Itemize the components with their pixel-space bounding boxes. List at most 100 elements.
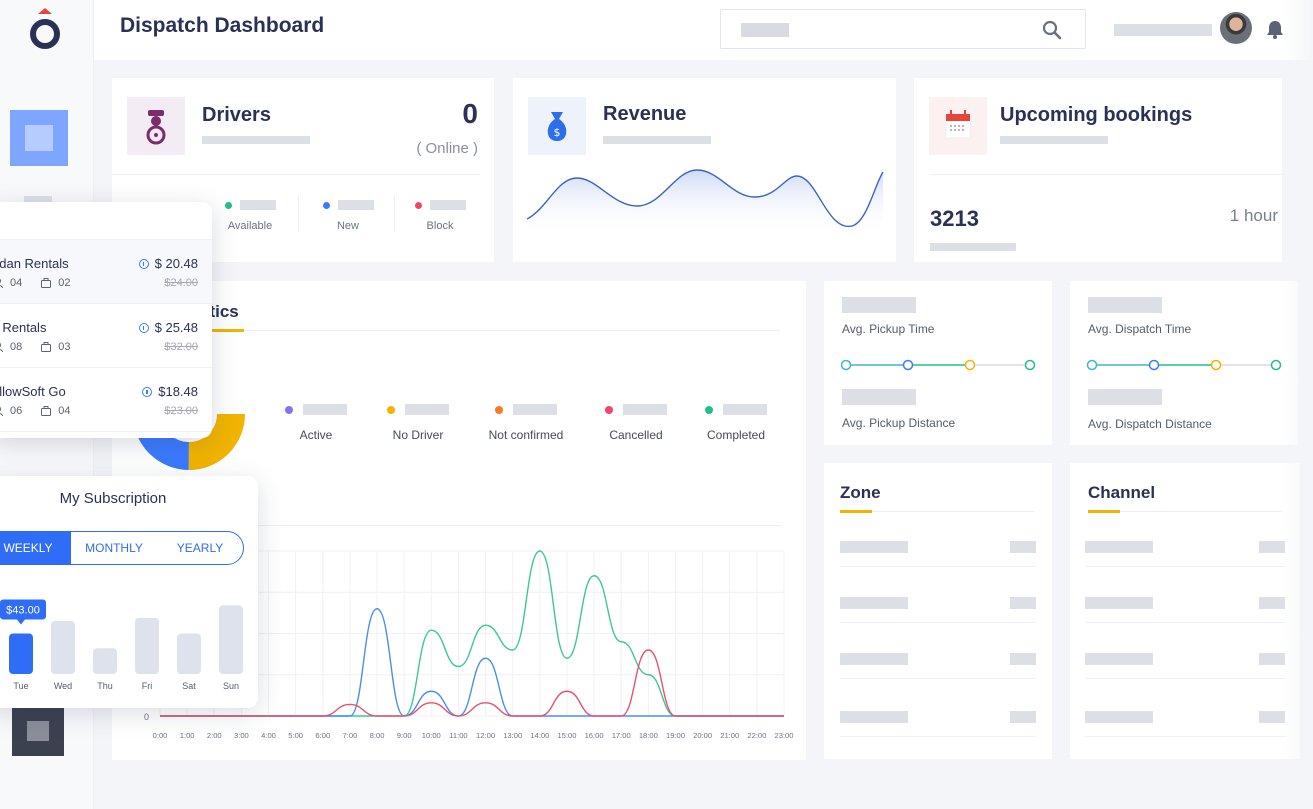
subscription-bar[interactable] — [9, 633, 33, 674]
legend-completed[interactable]: Completed — [686, 404, 786, 442]
legend-not-confirmed[interactable]: Not confirmed — [476, 404, 576, 442]
list-item[interactable] — [840, 583, 1036, 623]
price-value: $18.48 — [158, 384, 198, 399]
bookings-count-label — [930, 243, 1016, 251]
driver-status-available[interactable]: Available — [210, 200, 290, 232]
zone-count — [1010, 711, 1036, 723]
bell-icon[interactable] — [1264, 18, 1286, 40]
rental-row[interactable]: edan Rentals 04 02 $ 20.48 $24.00 — [0, 240, 212, 304]
subscription-bar[interactable] — [93, 648, 117, 674]
status-value — [239, 200, 276, 210]
rental-old-price: $24.00 — [164, 277, 198, 289]
list-item[interactable] — [840, 527, 1036, 567]
drivers-count: 0 — [462, 98, 478, 129]
svg-text:$: $ — [554, 126, 561, 139]
tab-weekly[interactable]: WEEKLY — [0, 532, 71, 564]
revenue-subtitle — [603, 136, 711, 144]
list-item[interactable] — [1085, 527, 1285, 567]
tab-yearly[interactable]: YEARLY — [176, 541, 224, 555]
price-value: $ 20.48 — [154, 256, 198, 271]
day-label: Sun — [223, 681, 239, 691]
bookings-count: 3213 — [930, 206, 979, 231]
legend-no-driver[interactable]: No Driver — [368, 404, 468, 442]
search-icon[interactable] — [1041, 19, 1063, 41]
x-tick-label: 6:00 — [315, 731, 330, 740]
channel-name — [1085, 653, 1153, 665]
title-underline — [840, 510, 872, 513]
avatar[interactable] — [1220, 12, 1252, 44]
subscription-bar[interactable] — [219, 605, 243, 674]
zone-count — [1010, 653, 1036, 665]
rental-old-price: $32.00 — [164, 341, 198, 353]
x-tick-label: 17:00 — [612, 731, 631, 740]
pickup-time-value — [842, 297, 916, 313]
subscription-bar[interactable] — [51, 620, 75, 674]
rental-row[interactable]: L Rentals 08 03 $ 25.48 $32.00 — [0, 304, 212, 368]
status-dot — [414, 201, 422, 209]
dispatch-time-label: Avg. Dispatch Time — [1088, 322, 1192, 336]
subscription-bar[interactable] — [135, 617, 159, 674]
dispatch-distance-value — [1088, 389, 1162, 405]
user-name[interactable] — [1114, 24, 1212, 36]
status-label: Block — [426, 220, 454, 232]
rental-price: $ 25.48 — [138, 320, 198, 335]
legend-value — [303, 404, 347, 415]
pickup-progress-track — [840, 359, 1036, 371]
x-tick-label: 19:00 — [666, 731, 685, 740]
app-logo[interactable] — [20, 4, 70, 54]
channel-title: Channel — [1088, 483, 1156, 502]
zone-card: Zone — [824, 463, 1052, 759]
subscription-tabs: WEEKLY MONTHLY YEARLY — [0, 531, 244, 565]
driver-status-new[interactable]: New — [308, 200, 388, 232]
info-icon[interactable] — [142, 386, 153, 397]
search-input[interactable] — [720, 9, 1086, 49]
channel-count — [1259, 653, 1285, 665]
legend-cancelled[interactable]: Cancelled — [586, 404, 686, 442]
bookings-card[interactable]: Upcoming bookings 3213 1 hour — [914, 78, 1282, 262]
sidebar-item-dashboard[interactable] — [10, 110, 68, 166]
divider — [394, 196, 395, 232]
pickup-distance-label: Avg. Pickup Distance — [842, 416, 956, 430]
drivers-online-label: ( Online ) — [416, 140, 478, 157]
rental-name: ellowSoft Go — [0, 384, 66, 399]
page-title: Dispatch Dashboard — [120, 14, 325, 37]
sidebar-item-settings[interactable] — [12, 706, 64, 756]
legend-active[interactable]: Active — [266, 404, 366, 442]
list-item[interactable] — [1085, 583, 1285, 623]
x-tick-label: 0:00 — [153, 731, 168, 740]
divider — [242, 525, 782, 526]
rentals-popup: edan Rentals 04 02 $ 20.48 $24.00 L Rent… — [0, 202, 212, 438]
info-icon[interactable] — [138, 258, 149, 269]
revenue-card[interactable]: $ Revenue — [513, 78, 896, 262]
day-label: Wed — [54, 681, 72, 691]
info-icon[interactable] — [138, 322, 149, 333]
x-tick-label: 9:00 — [397, 731, 412, 740]
x-tick-label: 22:00 — [747, 731, 766, 740]
subscription-bar[interactable] — [177, 633, 201, 674]
list-item[interactable] — [840, 639, 1036, 679]
list-item[interactable] — [1085, 639, 1285, 679]
legend-value — [623, 404, 667, 415]
rental-meta: 06 04 — [0, 405, 71, 417]
channel-name — [1085, 711, 1153, 723]
day-label: Fri — [142, 681, 153, 691]
list-item[interactable] — [840, 697, 1036, 737]
zone-count — [1010, 541, 1036, 553]
legend-dot — [705, 405, 713, 414]
list-item[interactable] — [1085, 697, 1285, 737]
drivers-title: Drivers — [202, 104, 271, 126]
x-tick-label: 2:00 — [207, 731, 222, 740]
x-tick-label: 11:00 — [449, 731, 467, 740]
legend-value — [405, 404, 449, 415]
status-label: Available — [227, 220, 273, 232]
rental-meta: 04 02 — [0, 277, 71, 289]
driver-status-block[interactable]: Block — [400, 200, 480, 232]
popup-header — [0, 202, 212, 240]
rental-row[interactable]: ellowSoft Go 06 04 $18.48 $23.00 — [0, 368, 212, 432]
pickup-time-label: Avg. Pickup Time — [842, 322, 935, 336]
tab-monthly[interactable]: MONTHLY — [85, 541, 143, 555]
legend-label: Not confirmed — [488, 428, 564, 442]
search-placeholder — [741, 23, 789, 37]
x-tick-label: 16:00 — [585, 731, 604, 740]
drivers-subtitle — [202, 136, 310, 144]
